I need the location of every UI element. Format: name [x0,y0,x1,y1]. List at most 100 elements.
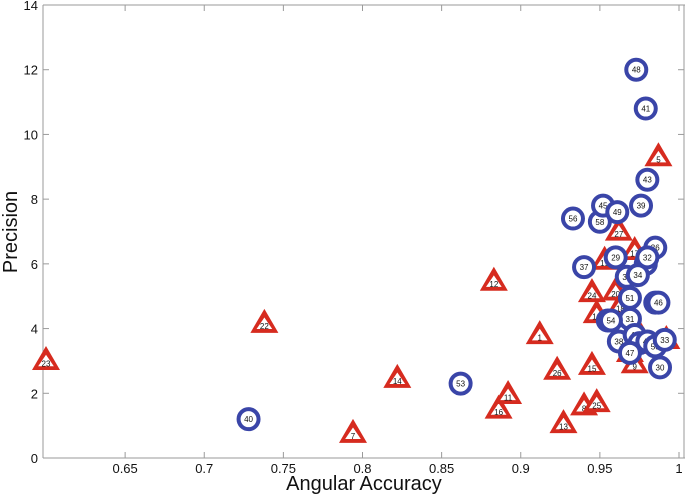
circle-icon [560,206,585,231]
triangle-marker: 7 [339,418,368,443]
circle-icon [633,96,658,121]
circle-icon [598,308,623,333]
x-tick-label: 1 [675,461,682,476]
marker-id-label: 14 [393,377,402,386]
y-tick-label: 4 [31,322,38,337]
circle-icon [635,245,660,270]
circle-icon [624,57,649,82]
triangle-inner [490,403,507,415]
triangle-inner [531,328,548,341]
marker-id-label: 13 [559,423,568,432]
marker-id-label: 43 [643,176,652,185]
triangle-inner [611,225,627,237]
marker-id-label: 22 [260,322,269,331]
triangle-inner [38,354,54,367]
circle-marker: 39 [629,193,654,218]
marker-id-label: 17 [630,249,639,258]
triangle-marker: 16 [484,394,513,419]
marker-id-label: 12 [489,280,498,289]
marker-id-label: 29 [611,253,620,262]
circle-marker: 30 [648,355,673,380]
marker-id-label: 46 [654,299,663,308]
triangle-inner [555,417,572,430]
circle-marker: 54 [598,308,623,333]
circle-marker: 29 [603,245,628,270]
triangle-marker: 11 [494,380,523,405]
y-tick-label: 6 [31,257,38,272]
marker-id-label: 56 [569,215,578,224]
circle-marker: 43 [635,167,660,192]
marker-id-label: 45 [599,202,608,211]
circle-icon [617,340,642,365]
marker-id-label: 11 [504,393,513,402]
triangle-inner [389,372,406,385]
circle-icon [605,200,630,225]
circle-icon [648,355,673,380]
marker-id-label: 53 [456,380,465,389]
triangle-marker: 15 [577,350,606,375]
marker-id-label: 23 [42,359,51,368]
marker-id-label: 39 [637,202,646,211]
marker-id-label: 19 [600,259,609,268]
marker-id-label: 27 [614,230,623,239]
x-tick-label: 0.85 [429,461,454,476]
plot-frame [42,4,685,459]
circle-icon [448,371,473,396]
circle-icon [603,245,628,270]
y-tick-label: 8 [31,192,38,207]
triangle-marker: 12 [479,266,508,291]
x-tick-label: 0.9 [512,461,530,476]
y-tick-label: 10 [24,127,38,142]
circle-icon [572,255,597,280]
y-tick-label: 2 [31,386,38,401]
triangle-marker: 5 [644,142,673,167]
circle-marker: 32 [635,245,660,270]
triangle-inner [584,359,600,372]
triangle-marker: 26 [543,355,572,380]
data-markers: 2322714121611126138251524102018192717219… [32,57,681,443]
triangle-inner [486,275,502,287]
marker-id-label: 1 [538,334,543,343]
triangle-inner [588,396,605,409]
marker-id-label: 24 [588,291,597,300]
circle-marker: 37 [572,255,597,280]
marker-id-label: 7 [351,432,356,441]
marker-id-label: 47 [625,349,634,358]
circle-marker: 56 [560,206,585,231]
marker-id-label: 48 [632,66,641,75]
triangle-marker: 24 [577,278,606,303]
marker-id-label: 40 [244,415,253,424]
y-tick-label: 12 [24,63,38,78]
marker-id-label: 54 [606,316,615,325]
circle-icon [646,290,671,315]
triangle-inner [256,317,273,329]
marker-id-label: 9 [632,363,637,372]
marker-id-label: 37 [580,263,589,272]
marker-id-label: 41 [641,105,650,114]
marker-id-label: 25 [592,401,601,410]
circle-marker: 48 [624,57,649,82]
circle-marker: 40 [236,407,261,432]
marker-id-label: 15 [588,364,597,373]
marker-id-label: 26 [553,369,562,378]
circle-marker: 41 [633,96,658,121]
marker-id-label: 20 [611,290,620,299]
x-axis-ticks: 0.65 0.7 0.75 0.8 0.85 0.9 0.95 1 [112,5,683,476]
marker-id-label: 18 [616,304,625,313]
circle-icon [652,327,677,352]
circle-icon [635,167,660,192]
triangle-marker: 22 [250,308,279,333]
marker-id-label: 30 [656,363,665,372]
marker-id-label: 5 [656,156,661,165]
marker-id-label: 36 [651,244,660,253]
x-tick-label: 0.8 [353,461,371,476]
marker-id-label: 34 [633,271,642,280]
marker-id-label: 38 [614,338,623,347]
x-tick-label: 0.7 [195,461,213,476]
triangle-marker: 13 [549,409,578,434]
y-axis-title: Precision [0,191,22,273]
triangle-inner [500,388,516,401]
circle-marker: 53 [448,371,473,396]
marker-id-label: 33 [660,336,669,345]
